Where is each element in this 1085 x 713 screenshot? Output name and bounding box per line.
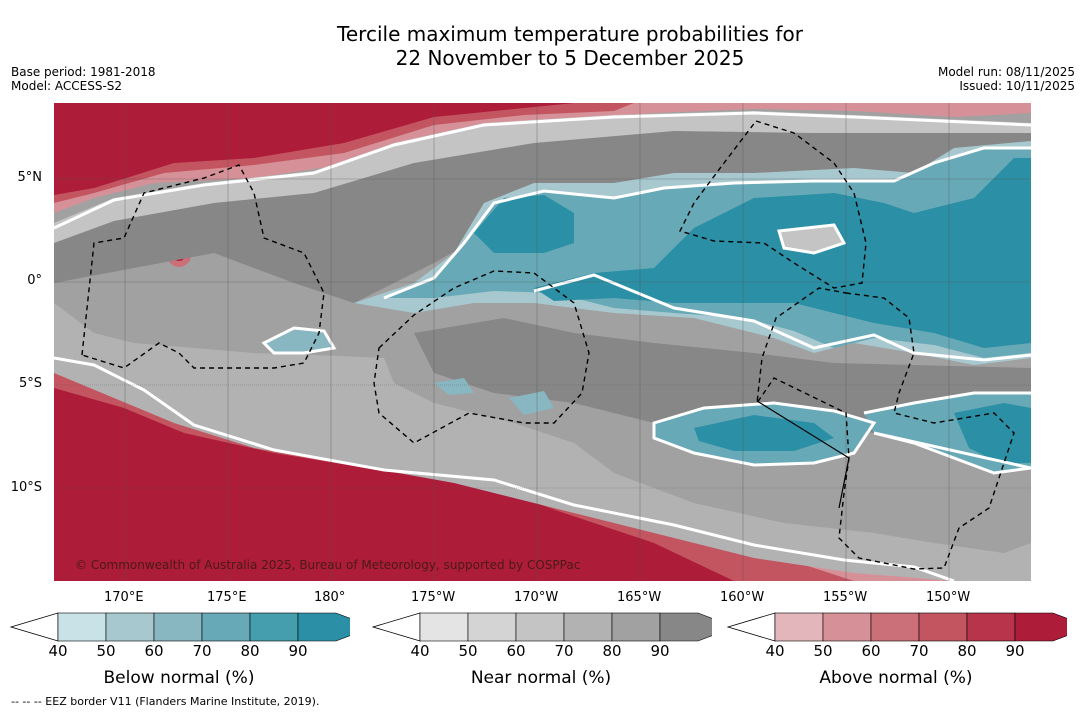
colorbar-segment [467, 612, 517, 642]
colorbar-segment [774, 612, 824, 642]
above-normal-label: Above normal (%) [819, 668, 973, 688]
tercile-boundary-lines [54, 111, 1031, 581]
lon-label-170w: 170°W [514, 590, 559, 605]
above-normal-colorbar [727, 612, 1067, 642]
lon-label-160w: 160°W [720, 590, 765, 605]
colorbar-tick-label: 40 [765, 642, 785, 660]
lat-label-5s: 5°S [18, 376, 42, 391]
colorbar-tick-label: 60 [506, 642, 526, 660]
colorbar-segment [201, 612, 251, 642]
colorbar-segment [419, 612, 469, 642]
lat-label-10s: 10°S [10, 480, 42, 495]
colorbar-segment [822, 612, 872, 642]
near-normal-label: Near normal (%) [470, 668, 612, 688]
colorbar-segment [966, 612, 1016, 642]
colorbar-tick-label: 90 [288, 642, 308, 660]
colorbar-tick-label: 80 [240, 642, 260, 660]
colorbar-segment [249, 612, 299, 642]
colorbar-segment [515, 612, 565, 642]
colorbar-max-extension [297, 612, 350, 642]
colorbar-tick-label: 60 [144, 642, 164, 660]
colorbar-tick-label: 60 [861, 642, 881, 660]
colorbar-tick-label: 50 [813, 642, 833, 660]
title-line-2: 22 November to 5 December 2025 [395, 46, 745, 70]
colorbar-tick-label: 90 [1005, 642, 1025, 660]
below-normal-label: Below normal (%) [103, 668, 255, 688]
lon-label-165w: 165°W [617, 590, 662, 605]
colorbar-segment [870, 612, 920, 642]
copyright-notice: © Commonwealth of Australia 2025, Bureau… [75, 558, 581, 572]
gridlines [54, 103, 1031, 581]
colorbar-segment [153, 612, 203, 642]
colorbar-segment [563, 612, 613, 642]
colorbar-min-extension [372, 612, 421, 642]
title-line-1: Tercile maximum temperature probabilitie… [337, 22, 803, 46]
meta-right: Model run: 08/11/2025 Issued: 10/11/2025 [938, 65, 1075, 93]
issued-date: Issued: 10/11/2025 [959, 79, 1075, 93]
colorbar-segment [611, 612, 661, 642]
model-name: Model: ACCESS-S2 [11, 79, 123, 93]
lon-label-170e: 170°E [104, 590, 144, 605]
colorbar-tick-label: 40 [48, 642, 68, 660]
lat-label-5n: 5°N [17, 170, 43, 185]
colorbar-tick-label: 80 [602, 642, 622, 660]
probability-map [54, 103, 1031, 581]
colorbar-tick-label: 50 [458, 642, 478, 660]
model-run: Model run: 08/11/2025 [937, 65, 1075, 79]
colorbar-tick-label: 80 [957, 642, 977, 660]
colorbar-tick-label: 40 [410, 642, 430, 660]
colorbar-max-extension [659, 612, 712, 642]
eez-legend-note: -- -- -- EEZ border V11 (Flanders Marine… [11, 695, 320, 708]
colorbar-tick-label: 70 [909, 642, 929, 660]
eez-borders [81, 120, 1015, 570]
colorbar-tick-label: 90 [650, 642, 670, 660]
eez-solid-segment [756, 400, 850, 509]
map-title: Tercile maximum temperature probabilitie… [0, 22, 1085, 70]
colorbar-segment [918, 612, 968, 642]
colorbar-tick-label: 70 [192, 642, 212, 660]
colorbar-segment [57, 612, 107, 642]
colorbar-tick-label: 70 [554, 642, 574, 660]
colorbar-min-extension [727, 612, 776, 642]
meta-left: Base period: 1981-2018 Model: ACCESS-S2 [11, 65, 156, 93]
lat-label-0: 0° [27, 273, 42, 288]
lon-label-150w: 150°W [926, 590, 971, 605]
colorbar-tick-label: 50 [96, 642, 116, 660]
lon-label-175w: 175°W [411, 590, 456, 605]
colorbar-min-extension [10, 612, 59, 642]
base-period: Base period: 1981-2018 [11, 65, 156, 79]
colorbar-max-extension [1014, 612, 1067, 642]
below-normal-colorbar [10, 612, 350, 642]
lon-label-175e: 175°E [207, 590, 247, 605]
colorbar-segment [105, 612, 155, 642]
lon-label-155w: 155°W [823, 590, 868, 605]
near-normal-colorbar [372, 612, 712, 642]
lon-label-180: 180° [314, 590, 346, 605]
